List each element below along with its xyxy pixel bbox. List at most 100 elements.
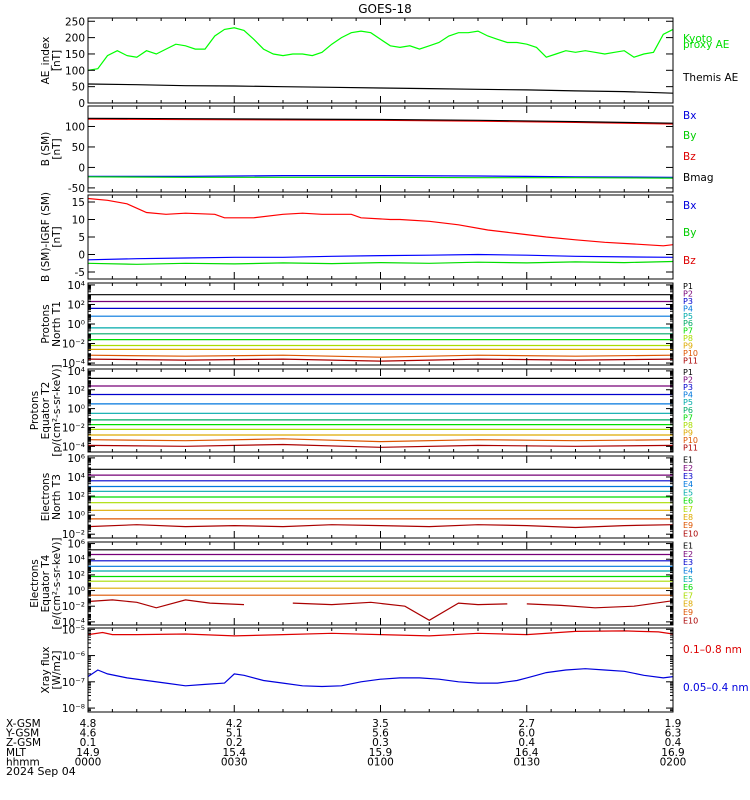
y-tick-label: -50 bbox=[68, 183, 85, 195]
y-tick-label: 10² bbox=[67, 491, 85, 503]
legend-entry: E3 bbox=[683, 472, 693, 481]
legend-entry: P7 bbox=[683, 413, 693, 422]
legend-entry: P8 bbox=[683, 334, 693, 343]
y-tick-label: 100 bbox=[65, 121, 85, 133]
legend-entry: Bz bbox=[683, 151, 696, 163]
series-line-protons_t1-9 bbox=[88, 354, 673, 358]
y-axis-label: B (SM) bbox=[40, 132, 52, 166]
panel-frame bbox=[87, 194, 674, 280]
series-group bbox=[88, 549, 673, 621]
legend-entry: E9 bbox=[683, 521, 693, 530]
legend-entry: P8 bbox=[683, 421, 693, 430]
panel-electrons_t4: 10⁻⁴ 10⁻² 10⁰ 10² 10⁴ 10⁶ Electrons Equator T4[… bbox=[29, 538, 698, 630]
series-group bbox=[88, 468, 673, 529]
panel-frame bbox=[87, 368, 674, 453]
y-tick-label: 10⁻² bbox=[62, 339, 85, 351]
legend-entry: E1 bbox=[683, 456, 693, 465]
legend-entry: P4 bbox=[683, 391, 693, 400]
series-line-electrons_t4-10 bbox=[292, 601, 508, 621]
legend-entry: P5 bbox=[683, 398, 693, 407]
y-axis-label: [p/(cm²-s-sr-keV)] bbox=[51, 364, 63, 456]
footer-row-label: X-GSM bbox=[6, 718, 41, 730]
footer-row-label: MLT bbox=[6, 747, 26, 759]
y-tick-label: 10⁴ bbox=[67, 366, 85, 378]
panel-xray: 10⁻⁸ 10⁻⁷ 10⁻⁶ 10⁻⁵ Xray flux [W/m2] 0.1–0.8 n… bbox=[40, 624, 749, 715]
y-axis-label: Electrons bbox=[40, 473, 52, 522]
legend-entry: By bbox=[683, 227, 696, 239]
footer-value: 0.4 bbox=[518, 737, 535, 749]
legend-entry: E6 bbox=[683, 497, 693, 506]
panel-protons_t2: 10⁻⁴ 10⁻² 10⁰ 10² 10⁴ Protons Equator T2 [p/(cm… bbox=[29, 364, 698, 456]
y-tick-label: 10⁶ bbox=[67, 539, 85, 551]
legend-entry: P10 bbox=[683, 436, 698, 445]
y-tick-label: 0 bbox=[78, 162, 85, 174]
series-line-ae-0 bbox=[88, 27, 673, 71]
legend-entry: E7 bbox=[683, 505, 693, 514]
legend-entry: P3 bbox=[683, 297, 693, 306]
series-line-electrons_t4-9 bbox=[88, 599, 245, 609]
footer-value: 15.9 bbox=[369, 747, 392, 759]
legend-entry: P6 bbox=[683, 319, 693, 328]
footer-value: 4.6 bbox=[80, 728, 97, 740]
legend-entry: E2 bbox=[683, 464, 693, 473]
footer-value: 0.3 bbox=[372, 737, 389, 749]
series-line-bdiff-1 bbox=[88, 260, 673, 265]
coordinate-footer: X-GSM 4.8 4.2 3.5 2.7 1.9 Y-GSM 4.6 5.1 5.6 6.0 6.3… bbox=[5, 718, 686, 768]
legend-entry: E1 bbox=[683, 542, 693, 551]
series-group bbox=[88, 377, 673, 448]
y-tick-label: 10⁻⁴ bbox=[62, 617, 85, 629]
legend-entry: P11 bbox=[683, 443, 698, 452]
series-group bbox=[88, 197, 673, 265]
footer-row-label: hhmm bbox=[6, 756, 40, 768]
legend-entry: By bbox=[683, 130, 696, 142]
y-tick-label: 10⁻⁷ bbox=[62, 677, 85, 689]
series-group bbox=[88, 630, 673, 688]
y-tick-label: 0 bbox=[78, 98, 85, 110]
y-axis-label: Electrons bbox=[29, 559, 41, 608]
legend-entry: E4 bbox=[683, 480, 693, 489]
footer-value: 16.9 bbox=[661, 747, 684, 759]
series-line-xray-0 bbox=[88, 630, 673, 637]
y-axis-label: North T3 bbox=[51, 474, 63, 520]
y-tick-label: 0 bbox=[78, 250, 85, 262]
series-line-ae-1 bbox=[88, 83, 673, 94]
y-axis-label: [nT] bbox=[51, 50, 63, 71]
y-axis-label: Protons bbox=[29, 391, 41, 430]
y-tick-label: 200 bbox=[65, 33, 85, 45]
y-tick-label: 5 bbox=[78, 232, 85, 244]
y-tick-label: 10⁴ bbox=[67, 554, 85, 566]
footer-value: 3.5 bbox=[372, 718, 389, 730]
y-tick-label: 50 bbox=[72, 142, 85, 154]
legend-entry: E4 bbox=[683, 567, 693, 576]
legend-entry: E5 bbox=[683, 575, 693, 584]
footer-value: 0100 bbox=[367, 756, 394, 768]
y-axis-label: AE_index bbox=[40, 37, 52, 85]
y-axis-label: Xray flux bbox=[40, 647, 52, 694]
y-tick-label: 10⁴ bbox=[67, 280, 85, 292]
plot-title: GOES-18 bbox=[358, 2, 412, 16]
legend-entry: P9 bbox=[683, 428, 693, 437]
footer-value: 0030 bbox=[221, 756, 248, 768]
legend-entry: proxy AE bbox=[683, 39, 729, 51]
y-tick-label: 10⁻⁴ bbox=[62, 441, 85, 453]
footer-value: 2.7 bbox=[518, 718, 535, 730]
footer-value: 5.6 bbox=[372, 728, 389, 740]
footer-value: 0130 bbox=[513, 756, 540, 768]
series-line-electrons_t3-9 bbox=[88, 524, 673, 529]
footer-value: 0200 bbox=[660, 756, 687, 768]
panel-bdiff: -5 0 5 10 15 B (SM)-IGRF (SM) [nT] Bx By Bz bbox=[40, 192, 696, 282]
panel-protons_t1: 10⁻⁴ 10⁻² 10⁰ 10² 10⁴ Protons North T1 P1P2P3P4… bbox=[40, 280, 698, 370]
y-axis-label: Equator T4 bbox=[40, 554, 52, 612]
y-axis-label: [W/m2] bbox=[51, 650, 63, 689]
y-tick-label: 10² bbox=[67, 570, 85, 582]
footer-value: 6.0 bbox=[518, 728, 535, 740]
legend-entry: P11 bbox=[683, 357, 698, 366]
series-group bbox=[88, 27, 673, 94]
footer-value: 16.4 bbox=[515, 747, 539, 759]
legend-entry: Bz bbox=[683, 255, 696, 267]
legend-entry: P3 bbox=[683, 383, 693, 392]
panel-bsm: -50 0 50 100 B (SM) [nT] Bx By Bz Bmag bbox=[40, 105, 714, 195]
legend-entry: E8 bbox=[683, 513, 693, 522]
